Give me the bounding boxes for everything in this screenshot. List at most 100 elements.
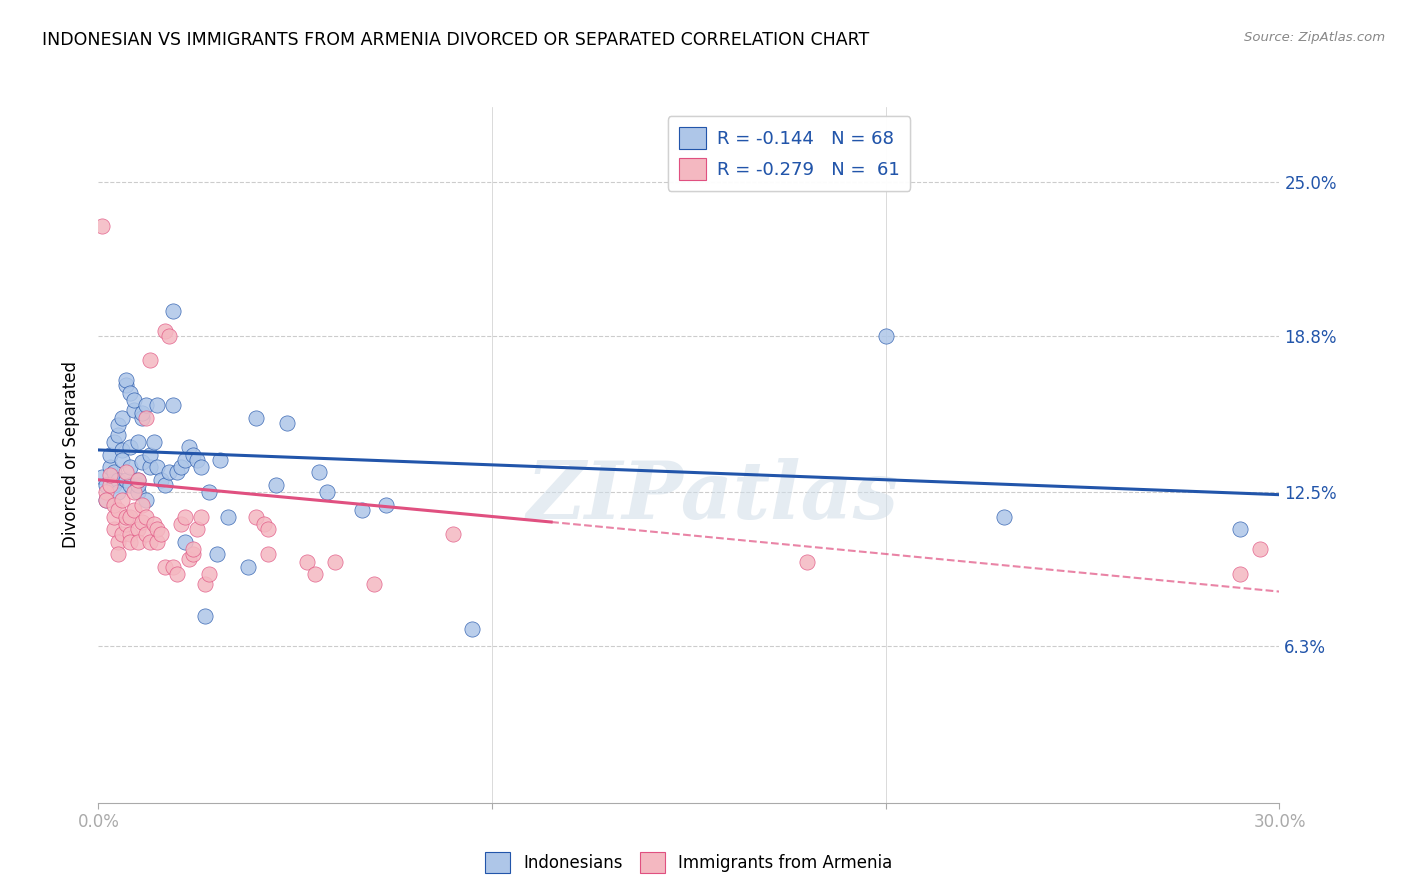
- Point: [304, 567, 326, 582]
- Point: [107, 502, 129, 516]
- Point: [162, 398, 184, 412]
- Point: [155, 324, 177, 338]
- Point: [308, 466, 330, 480]
- Point: [174, 510, 197, 524]
- Point: [115, 466, 138, 480]
- Point: [181, 542, 204, 557]
- Point: [107, 473, 129, 487]
- Point: [256, 523, 278, 537]
- Point: [135, 410, 157, 425]
- Point: [115, 510, 138, 524]
- Point: [315, 485, 337, 500]
- Point: [162, 559, 184, 574]
- Legend: R = -0.144   N = 68, R = -0.279   N =  61: R = -0.144 N = 68, R = -0.279 N = 61: [668, 116, 910, 191]
- Point: [131, 515, 153, 529]
- Point: [115, 373, 138, 387]
- Point: [115, 473, 138, 487]
- Point: [96, 492, 118, 507]
- Point: [217, 510, 239, 524]
- Point: [157, 466, 180, 480]
- Point: [295, 555, 318, 569]
- Point: [127, 473, 149, 487]
- Point: [98, 467, 121, 482]
- Point: [245, 410, 267, 425]
- Y-axis label: Divorced or Separated: Divorced or Separated: [62, 361, 80, 549]
- Legend: Indonesians, Immigrants from Armenia: Indonesians, Immigrants from Armenia: [478, 846, 900, 880]
- Point: [162, 303, 184, 318]
- Point: [135, 510, 157, 524]
- Point: [174, 535, 197, 549]
- Point: [131, 455, 153, 469]
- Point: [135, 527, 157, 541]
- Point: [107, 535, 129, 549]
- Point: [197, 567, 219, 582]
- Point: [118, 460, 141, 475]
- Point: [103, 523, 125, 537]
- Point: [276, 416, 298, 430]
- Point: [142, 517, 165, 532]
- Point: [107, 428, 129, 442]
- Point: [118, 510, 141, 524]
- Point: [174, 453, 197, 467]
- Point: [209, 453, 232, 467]
- Point: [118, 385, 141, 400]
- Point: [111, 492, 134, 507]
- Point: [127, 435, 149, 450]
- Point: [138, 460, 160, 475]
- Point: [1229, 567, 1251, 582]
- Point: [374, 498, 396, 512]
- Point: [122, 393, 145, 408]
- Point: [146, 460, 169, 475]
- Point: [352, 502, 374, 516]
- Point: [150, 473, 173, 487]
- Point: [441, 527, 464, 541]
- Point: [146, 523, 169, 537]
- Point: [194, 577, 217, 591]
- Point: [177, 552, 200, 566]
- Point: [138, 448, 160, 462]
- Point: [264, 477, 287, 491]
- Point: [135, 398, 157, 412]
- Point: [875, 328, 897, 343]
- Point: [115, 517, 138, 532]
- Point: [796, 555, 818, 569]
- Point: [142, 435, 165, 450]
- Point: [1249, 542, 1271, 557]
- Point: [236, 559, 259, 574]
- Point: [111, 442, 134, 457]
- Point: [186, 523, 208, 537]
- Point: [127, 523, 149, 537]
- Point: [96, 492, 118, 507]
- Point: [118, 535, 141, 549]
- Point: [150, 527, 173, 541]
- Point: [107, 418, 129, 433]
- Point: [181, 547, 204, 561]
- Point: [138, 353, 160, 368]
- Point: [461, 622, 484, 636]
- Point: [131, 410, 153, 425]
- Point: [127, 535, 149, 549]
- Point: [993, 510, 1015, 524]
- Point: [111, 410, 134, 425]
- Point: [146, 535, 169, 549]
- Point: [170, 460, 193, 475]
- Point: [131, 498, 153, 512]
- Point: [170, 517, 193, 532]
- Point: [177, 441, 200, 455]
- Point: [103, 466, 125, 480]
- Point: [91, 470, 114, 484]
- Point: [186, 453, 208, 467]
- Point: [245, 510, 267, 524]
- Point: [118, 527, 141, 541]
- Point: [135, 492, 157, 507]
- Point: [166, 567, 188, 582]
- Point: [122, 502, 145, 516]
- Point: [194, 609, 217, 624]
- Point: [155, 559, 177, 574]
- Point: [122, 403, 145, 417]
- Point: [96, 485, 118, 500]
- Point: [107, 547, 129, 561]
- Point: [98, 448, 121, 462]
- Point: [256, 547, 278, 561]
- Point: [323, 555, 346, 569]
